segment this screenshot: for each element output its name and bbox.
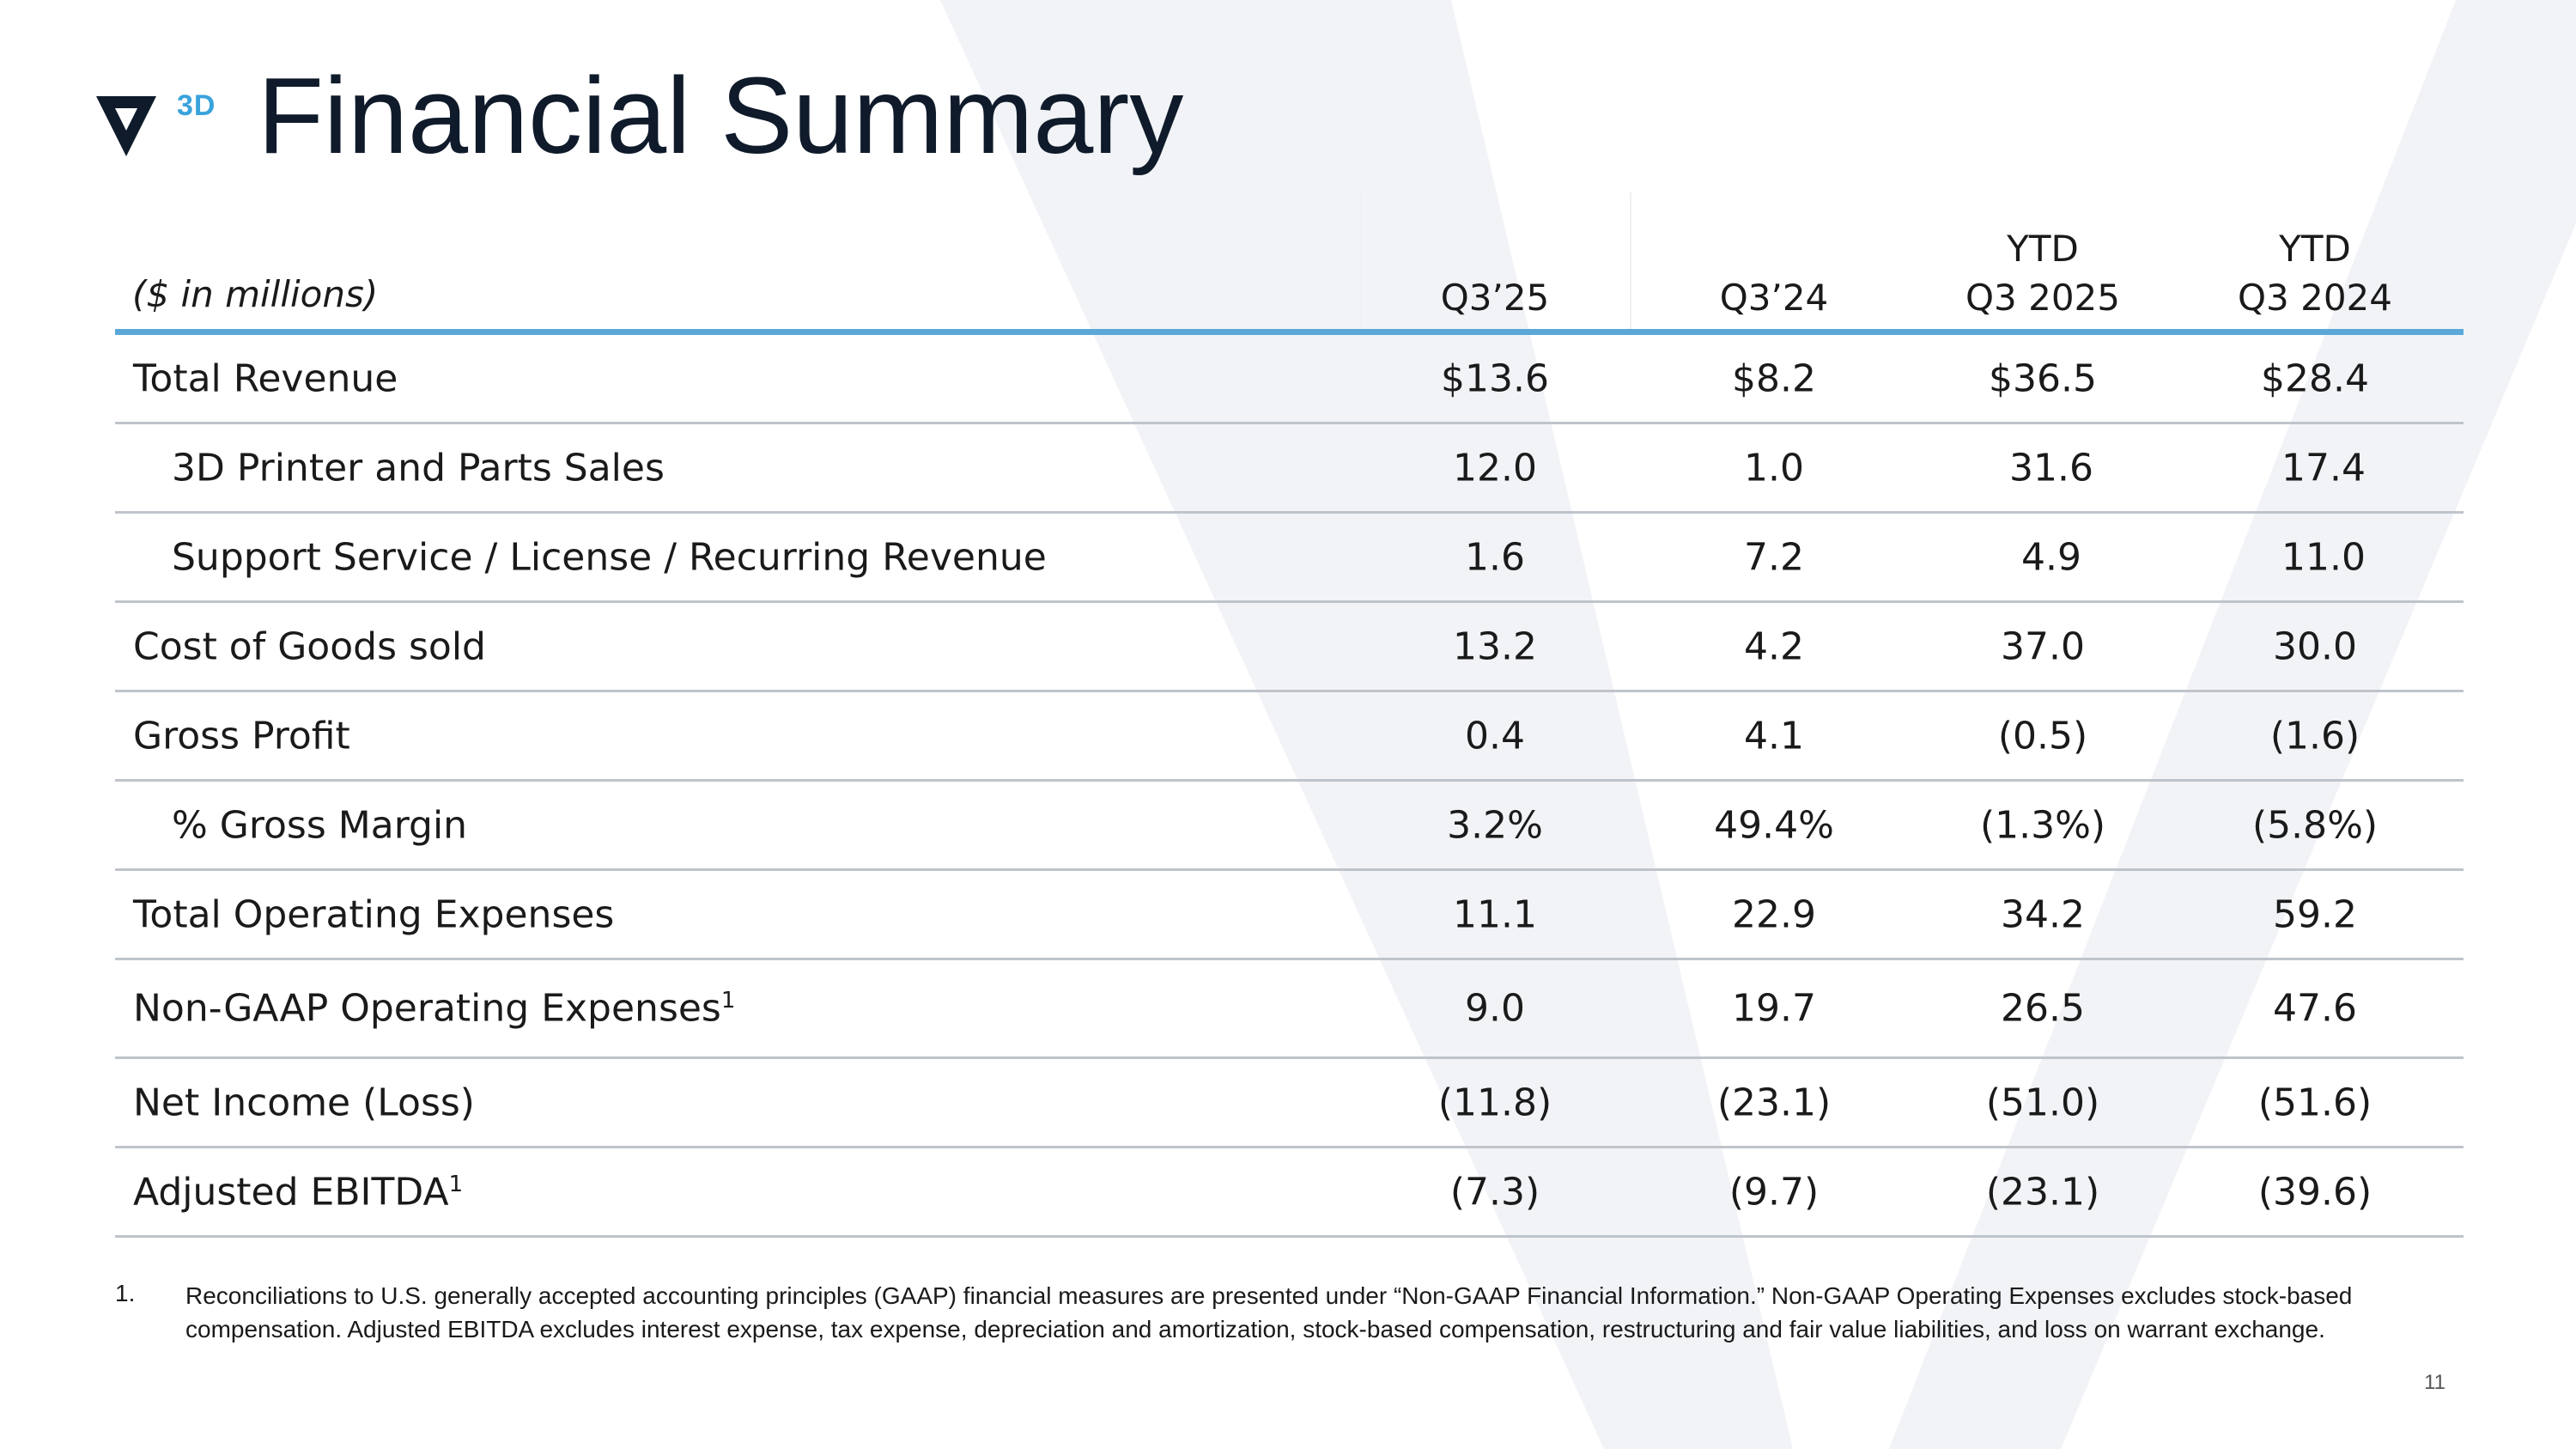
cell-value: 17.4	[2281, 446, 2366, 490]
table-row: 3D Printer and Parts Sales 12.0 1.0 31.6…	[115, 424, 2464, 514]
cell-value: 1.6	[1465, 535, 1525, 579]
row-label: Gross Profit	[133, 714, 350, 758]
cell-value: 9.0	[1465, 986, 1525, 1031]
column-header-ytd-2024: YTD Q3 2024	[2186, 225, 2444, 322]
row-label: % Gross Margin	[172, 803, 468, 847]
cell-value: $36.5	[1989, 356, 2097, 400]
row-label: Total Revenue	[133, 356, 398, 400]
cell-value: (9.7)	[1728, 1170, 1820, 1214]
cell-value: 30.0	[2273, 624, 2357, 668]
table-row: Total Revenue $13.6 $8.2 $36.5 $28.4	[115, 335, 2464, 424]
cell-value: 0.4	[1465, 714, 1525, 758]
column-header-line1: YTD	[2007, 228, 2079, 270]
cell-value: 4.1	[1744, 714, 1804, 758]
row-label: Net Income (Loss)	[133, 1081, 475, 1124]
cell-value: 1.0	[1744, 446, 1804, 490]
row-label: Non-GAAP Operating Expenses1	[133, 987, 735, 1031]
cell-value: 47.6	[2273, 986, 2357, 1031]
cell-value: (1.3%)	[1979, 803, 2106, 847]
cell-value: 37.0	[2001, 624, 2085, 668]
column-header-line2: Q3’24	[1719, 276, 1829, 319]
footnote-number: 1.	[115, 1280, 136, 1306]
footnote-marker: 1	[720, 987, 736, 1014]
cell-value: 26.5	[2001, 986, 2085, 1031]
column-header-line1: YTD	[2279, 228, 2351, 270]
cell-value: 7.2	[1744, 535, 1804, 579]
column-header-ytd-2025: YTD Q3 2025	[1914, 225, 2172, 322]
column-header-q3-24: Q3’24	[1645, 225, 1903, 322]
page-number: 11	[2424, 1371, 2445, 1394]
cell-value: (0.5)	[1997, 714, 2088, 758]
column-header-line2: Q3 2024	[2237, 276, 2393, 319]
column-header-line1	[1366, 225, 1624, 274]
unit-label: ($ in millions)	[132, 273, 379, 315]
column-header-q3-25: Q3’25	[1366, 225, 1624, 322]
cell-value: 19.7	[1732, 986, 1816, 1031]
cell-value: 12.0	[1453, 446, 1537, 490]
logo-icon	[96, 96, 156, 156]
row-label: 3D Printer and Parts Sales	[172, 446, 665, 490]
cell-value: 13.2	[1453, 624, 1537, 668]
cell-value: (51.0)	[1985, 1081, 2100, 1124]
cell-value: 4.2	[1744, 624, 1804, 668]
table-row: Support Service / License / Recurring Re…	[115, 514, 2464, 603]
cell-value: 11.0	[2281, 535, 2366, 579]
table-row: % Gross Margin 3.2% 49.4% (1.3%) (5.8%)	[115, 782, 2464, 871]
row-label: Cost of Goods sold	[133, 624, 486, 668]
cell-value: 31.6	[2009, 446, 2093, 490]
footnote-marker: 1	[448, 1171, 464, 1197]
table-row: Total Operating Expenses 11.1 22.9 34.2 …	[115, 871, 2464, 960]
cell-value: (51.6)	[2257, 1081, 2372, 1124]
table-row: Net Income (Loss) (11.8) (23.1) (51.0) (…	[115, 1059, 2464, 1148]
cell-value: (23.1)	[1985, 1170, 2100, 1214]
cell-value: (7.3)	[1449, 1170, 1540, 1214]
header-rule	[115, 329, 2464, 335]
cell-value: 34.2	[2001, 892, 2085, 936]
cell-value: (5.8%)	[2251, 803, 2379, 847]
column-separator	[1630, 192, 1631, 330]
table-row: Non-GAAP Operating Expenses1 9.0 19.7 26…	[115, 960, 2464, 1059]
cell-value: 11.1	[1453, 892, 1537, 936]
cell-value: $8.2	[1732, 356, 1816, 400]
row-label: Total Operating Expenses	[133, 892, 615, 936]
cell-value: $13.6	[1441, 356, 1549, 400]
cell-value: 59.2	[2273, 892, 2357, 936]
financial-table: Total Revenue $13.6 $8.2 $36.5 $28.4 3D …	[115, 335, 2464, 1238]
cell-value: 22.9	[1732, 892, 1816, 936]
column-header-line1	[1645, 225, 1903, 274]
cell-value: $28.4	[2261, 356, 2369, 400]
row-label: Adjusted EBITDA1	[133, 1170, 463, 1214]
table-row: Adjusted EBITDA1 (7.3) (9.7) (23.1) (39.…	[115, 1148, 2464, 1238]
row-label: Support Service / License / Recurring Re…	[172, 535, 1047, 579]
cell-value: 4.9	[2021, 535, 2081, 579]
cell-value: 3.2%	[1447, 803, 1543, 847]
row-label-text: Non-GAAP Operating Expenses	[133, 986, 721, 1031]
table-row: Gross Profit 0.4 4.1 (0.5) (1.6)	[115, 692, 2464, 782]
logo-3d-text: 3D	[177, 89, 216, 122]
cell-value: (23.1)	[1716, 1081, 1832, 1124]
cell-value: 49.4%	[1714, 803, 1834, 847]
column-header-line2: Q3 2025	[1965, 276, 2121, 319]
column-separator	[1360, 192, 1362, 330]
footnote-text: Reconciliations to U.S. generally accept…	[185, 1282, 2353, 1342]
cell-value: (11.8)	[1437, 1081, 1552, 1124]
table-row: Cost of Goods sold 13.2 4.2 37.0 30.0	[115, 603, 2464, 692]
row-label-text: Adjusted EBITDA	[133, 1170, 449, 1214]
cell-value: (1.6)	[2269, 714, 2360, 758]
page-title: Financial Summary	[258, 55, 1184, 176]
cell-value: (39.6)	[2257, 1170, 2372, 1214]
column-header-line2: Q3’25	[1440, 276, 1550, 319]
